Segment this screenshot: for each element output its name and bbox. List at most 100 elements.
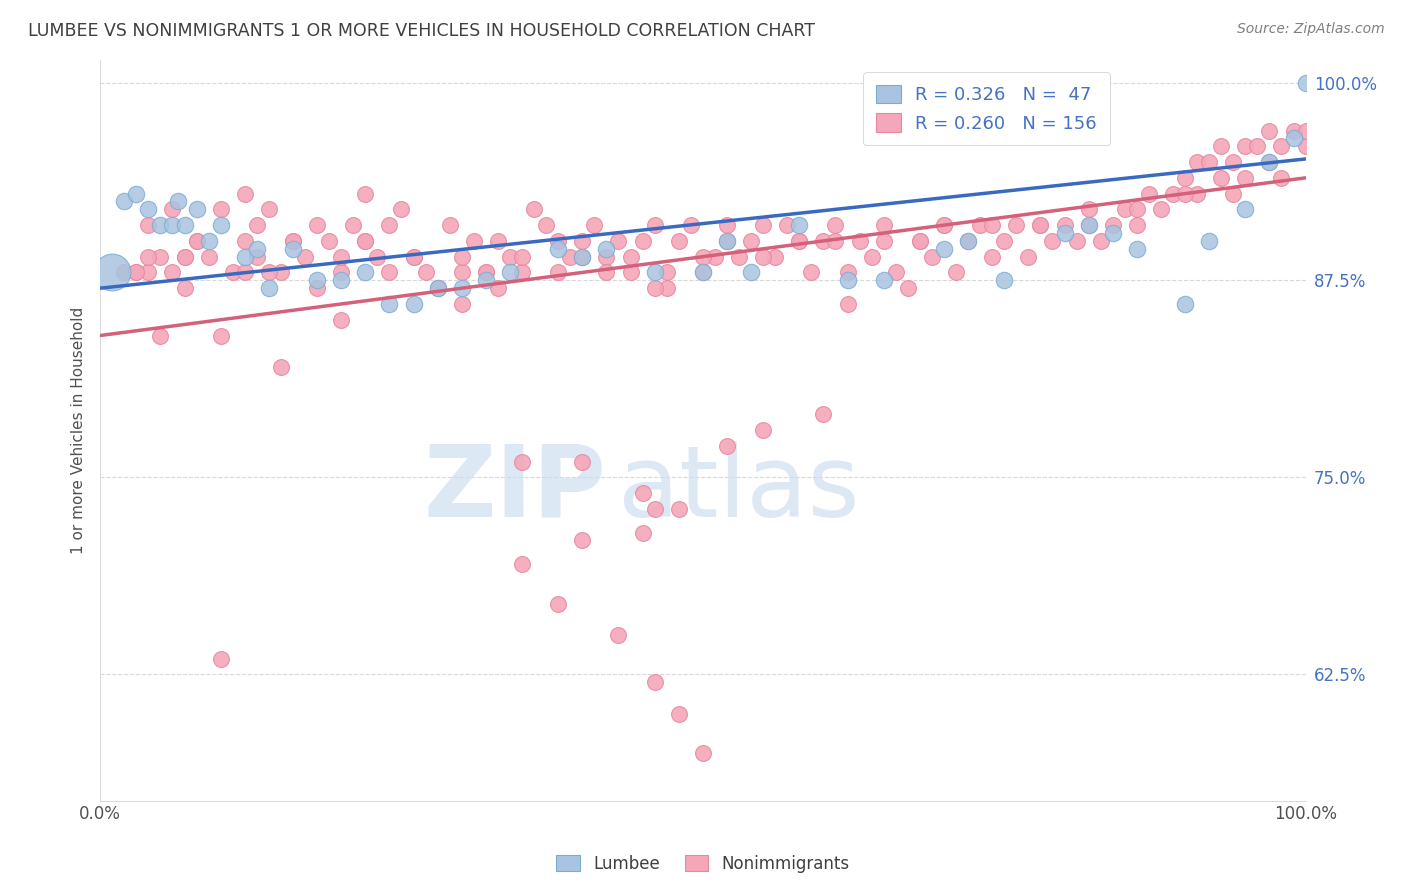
Point [499, 250, 522, 264]
Point [692, 250, 714, 264]
Point [619, 250, 641, 264]
Point [571, 533, 593, 548]
Point [957, 234, 980, 248]
Point [534, 218, 557, 232]
Point [837, 273, 859, 287]
Point [1174, 186, 1197, 201]
Point [1126, 218, 1149, 232]
Point [1174, 297, 1197, 311]
Point [463, 234, 485, 248]
Point [1234, 170, 1257, 185]
Text: LUMBEE VS NONIMMIGRANTS 1 OR MORE VEHICLES IN HOUSEHOLD CORRELATION CHART: LUMBEE VS NONIMMIGRANTS 1 OR MORE VEHICL… [28, 22, 815, 40]
Point [1185, 155, 1208, 169]
Point [378, 297, 401, 311]
Point [246, 218, 269, 232]
Point [101, 265, 124, 279]
Point [486, 281, 509, 295]
Point [402, 250, 425, 264]
Point [631, 234, 654, 248]
Point [1295, 76, 1317, 90]
Point [439, 218, 461, 232]
Point [873, 273, 896, 287]
Point [1258, 155, 1281, 169]
Point [631, 486, 654, 500]
Point [197, 250, 219, 264]
Point [1066, 234, 1088, 248]
Point [426, 281, 449, 295]
Point [246, 250, 269, 264]
Point [1246, 139, 1268, 153]
Point [583, 218, 606, 232]
Point [692, 265, 714, 279]
Point [173, 250, 195, 264]
Point [281, 242, 304, 256]
Point [307, 273, 329, 287]
Point [233, 234, 256, 248]
Point [257, 265, 280, 279]
Point [222, 265, 245, 279]
Point [138, 202, 160, 217]
Point [692, 747, 714, 761]
Point [884, 265, 907, 279]
Point [1114, 202, 1136, 217]
Point [644, 265, 666, 279]
Point [270, 359, 292, 374]
Point [547, 265, 569, 279]
Point [330, 250, 353, 264]
Point [162, 202, 184, 217]
Point [1053, 218, 1076, 232]
Point [510, 250, 533, 264]
Point [1161, 186, 1184, 201]
Point [426, 281, 449, 295]
Point [1077, 218, 1099, 232]
Point [873, 234, 896, 248]
Point [752, 250, 775, 264]
Point [233, 186, 256, 201]
Point [186, 234, 208, 248]
Point [787, 234, 810, 248]
Point [366, 250, 388, 264]
Point [1077, 202, 1099, 217]
Point [1126, 242, 1149, 256]
Point [655, 281, 678, 295]
Point [740, 265, 762, 279]
Point [523, 202, 546, 217]
Point [824, 218, 846, 232]
Point [1258, 123, 1281, 137]
Point [787, 234, 810, 248]
Point [631, 525, 654, 540]
Point [354, 265, 377, 279]
Point [716, 439, 738, 453]
Point [1101, 226, 1123, 240]
Point [957, 234, 980, 248]
Point [644, 675, 666, 690]
Point [138, 218, 160, 232]
Point [813, 408, 835, 422]
Point [246, 242, 269, 256]
Point [547, 242, 569, 256]
Point [619, 265, 641, 279]
Point [1282, 123, 1305, 137]
Point [475, 273, 498, 287]
Point [981, 250, 1004, 264]
Point [716, 234, 738, 248]
Point [740, 234, 762, 248]
Point [607, 234, 630, 248]
Point [475, 265, 498, 279]
Point [138, 250, 160, 264]
Point [162, 218, 184, 232]
Point [547, 597, 569, 611]
Point [167, 194, 190, 209]
Point [1211, 170, 1233, 185]
Point [837, 265, 859, 279]
Point [307, 281, 329, 295]
Point [186, 234, 208, 248]
Point [644, 502, 666, 516]
Point [209, 202, 232, 217]
Point [378, 218, 401, 232]
Point [354, 234, 377, 248]
Point [1282, 131, 1305, 145]
Point [233, 250, 256, 264]
Point [848, 234, 870, 248]
Point [499, 265, 522, 279]
